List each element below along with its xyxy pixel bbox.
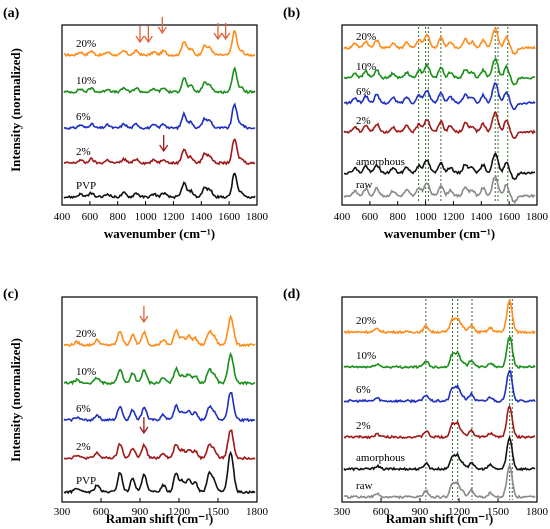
plot-frame bbox=[341, 296, 538, 503]
x-tick-label: 1400 bbox=[470, 211, 493, 223]
series-line-20% bbox=[64, 30, 256, 58]
x-tick-label: 1400 bbox=[190, 211, 213, 223]
annotation-arrow-head bbox=[139, 315, 149, 324]
series-line-10% bbox=[343, 56, 536, 86]
x-axis-label: wavenumber (cm⁻¹) bbox=[104, 226, 215, 241]
x-tick-label: 400 bbox=[54, 211, 71, 223]
series-label: raw bbox=[356, 179, 373, 191]
x-tick-label: 600 bbox=[362, 211, 379, 223]
panel-label: (a) bbox=[3, 6, 20, 21]
x-axis-label: Raman shift (cm⁻¹) bbox=[386, 511, 494, 526]
plot-frame bbox=[61, 296, 258, 503]
x-tick-label: 1800 bbox=[246, 506, 269, 518]
x-tick-label: 1600 bbox=[218, 211, 241, 223]
series-line-6% bbox=[63, 102, 256, 131]
x-axis-label: wavenumber (cm⁻¹) bbox=[384, 226, 495, 241]
x-tick-label: 1200 bbox=[442, 211, 465, 223]
series-label: PVP bbox=[76, 475, 96, 487]
x-tick-label: 300 bbox=[54, 506, 71, 518]
x-tick-label: 1500 bbox=[207, 506, 230, 518]
series-label: 6% bbox=[76, 111, 91, 123]
x-tick-label: 600 bbox=[93, 506, 110, 518]
series-label: 6% bbox=[356, 86, 371, 98]
series-label: 10% bbox=[76, 366, 96, 378]
panel-label: (c) bbox=[3, 287, 19, 302]
annotation-arrow-head bbox=[135, 35, 145, 44]
series-label: 20% bbox=[76, 38, 96, 50]
series-label: 20% bbox=[356, 31, 376, 43]
series-line-20% bbox=[343, 298, 536, 335]
series-label: 2% bbox=[356, 115, 371, 127]
series-line-10% bbox=[63, 351, 256, 386]
series-line-PVP bbox=[63, 450, 256, 495]
series-line-amorphous bbox=[344, 152, 535, 181]
series-label: 10% bbox=[356, 350, 376, 362]
chart-panel-2: (b) 400 600 800 1000 1200 1400 1600 1800 wavenumb… bbox=[283, 6, 549, 241]
x-tick-label: 1200 bbox=[162, 211, 185, 223]
panel-label: (b) bbox=[283, 6, 300, 21]
series-line-PVP bbox=[63, 172, 256, 200]
plot-frame bbox=[61, 24, 258, 206]
panel-label: (d) bbox=[283, 287, 300, 302]
series-line-2% bbox=[63, 429, 256, 461]
annotation-arrow-head bbox=[139, 426, 149, 435]
series-line-6% bbox=[63, 391, 256, 423]
chart-panel-4: (d) 300 600 900 1200 1500 1800 Raman shift (cm⁻… bbox=[283, 287, 549, 526]
x-tick-label: 1200 bbox=[448, 506, 471, 518]
annotation-arrow-head bbox=[221, 32, 231, 41]
x-tick-label: 1000 bbox=[415, 211, 438, 223]
chart-panel-1: (a) 400 600 800 1000 1200 1400 1600 1800 wavenumb… bbox=[3, 6, 269, 241]
x-tick-label: 1500 bbox=[487, 506, 510, 518]
series-label: 2% bbox=[76, 146, 91, 158]
x-tick-label: 300 bbox=[334, 506, 351, 518]
series-line-10% bbox=[63, 66, 256, 95]
series-label: 10% bbox=[356, 61, 376, 73]
series-line-6% bbox=[343, 369, 536, 404]
x-tick-label: 1800 bbox=[526, 211, 549, 223]
annotation-arrow-head bbox=[213, 32, 223, 41]
series-label: 6% bbox=[356, 384, 371, 396]
series-line-2% bbox=[343, 111, 536, 140]
x-tick-label: 800 bbox=[109, 211, 126, 223]
series-line-10% bbox=[343, 336, 536, 370]
series-label: raw bbox=[356, 480, 373, 492]
series-line-20% bbox=[63, 314, 256, 348]
series-label: 10% bbox=[76, 75, 96, 87]
x-tick-label: 1600 bbox=[498, 211, 521, 223]
series-line-6% bbox=[343, 82, 536, 111]
x-tick-label: 1200 bbox=[168, 506, 191, 518]
x-tick-label: 400 bbox=[334, 211, 351, 223]
series-line-2% bbox=[343, 404, 535, 440]
series-line-amorphous bbox=[343, 435, 536, 472]
plot-frame bbox=[341, 24, 538, 206]
series-line-raw bbox=[343, 175, 536, 205]
annotation-arrow-head bbox=[159, 144, 169, 153]
series-label: PVP bbox=[76, 180, 96, 192]
annotation-arrow-head bbox=[157, 26, 167, 35]
chart-panel-3: (c) 300 600 900 1200 1500 1800 Raman shift (cm⁻… bbox=[3, 287, 269, 526]
series-label: 2% bbox=[356, 420, 371, 432]
x-tick-label: 900 bbox=[412, 506, 429, 518]
series-label: 6% bbox=[76, 403, 91, 415]
annotation-arrow-head bbox=[143, 35, 153, 44]
series-label: amorphous bbox=[356, 452, 405, 464]
x-tick-label: 900 bbox=[132, 506, 149, 518]
series-label: 20% bbox=[356, 315, 376, 327]
x-axis-label: Raman shift (cm⁻¹) bbox=[106, 511, 214, 526]
x-tick-label: 1800 bbox=[526, 506, 549, 518]
series-label: 20% bbox=[76, 328, 96, 340]
x-tick-label: 1800 bbox=[246, 211, 269, 223]
x-tick-label: 600 bbox=[373, 506, 390, 518]
y-axis-label: Intensity (normalized) bbox=[8, 48, 23, 172]
series-label: 2% bbox=[76, 441, 91, 453]
series-line-raw bbox=[343, 462, 536, 500]
x-tick-label: 1000 bbox=[135, 211, 158, 223]
x-tick-label: 800 bbox=[389, 211, 406, 223]
x-tick-label: 600 bbox=[82, 211, 99, 223]
series-line-2% bbox=[63, 137, 255, 166]
y-axis-label: Intensity (normalized) bbox=[8, 338, 23, 462]
series-line-20% bbox=[343, 26, 536, 55]
series-label: amorphous bbox=[356, 156, 405, 168]
